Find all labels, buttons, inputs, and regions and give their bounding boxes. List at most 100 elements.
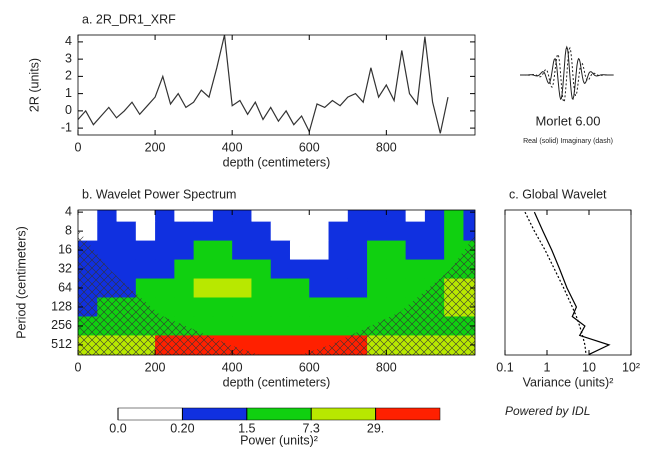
plot-frame — [77, 209, 476, 356]
power-cell — [174, 240, 195, 261]
x-tick-label: 0 — [75, 360, 82, 374]
power-cell — [309, 210, 330, 223]
power-cell — [347, 297, 368, 317]
power-cell — [405, 240, 426, 261]
power-cell — [155, 210, 175, 223]
y-tick-label: 4 — [65, 204, 72, 218]
cone-of-influence — [78, 230, 475, 355]
power-cell — [97, 240, 118, 261]
power-cell — [193, 259, 214, 280]
power-cell — [135, 240, 156, 261]
power-cell — [232, 259, 252, 280]
power-cell — [174, 210, 195, 223]
power-cell — [232, 278, 252, 298]
series-line — [524, 211, 587, 355]
x-tick-label: 200 — [145, 360, 166, 374]
power-cell — [289, 210, 310, 223]
power-cell — [405, 210, 426, 223]
power-cell — [174, 297, 195, 317]
chart-title: c. Global Wavelet — [509, 187, 607, 201]
power-cell — [270, 240, 291, 261]
power-cell — [367, 259, 387, 280]
power-cell — [289, 259, 310, 280]
morlet-title: Morlet 6.00 — [535, 113, 600, 128]
power-cell — [347, 259, 368, 280]
colorbar-segment — [375, 407, 441, 421]
power-cell — [78, 210, 98, 223]
x-tick-label: 1 — [544, 360, 551, 374]
power-cell — [444, 210, 464, 223]
power-cell — [174, 259, 195, 280]
power-cell — [155, 297, 175, 317]
power-cell — [328, 240, 349, 261]
power-cell — [135, 278, 156, 298]
power-cell — [232, 210, 252, 223]
plot-frame — [77, 34, 476, 136]
power-cell — [386, 221, 407, 242]
power-cell — [193, 210, 214, 223]
power-cell — [270, 278, 291, 298]
power-cell — [155, 259, 175, 280]
power-cell — [155, 278, 175, 298]
power-cell — [347, 240, 368, 261]
power-cell — [328, 210, 349, 223]
power-cell — [309, 297, 330, 317]
power-cell — [232, 297, 252, 317]
power-cell — [424, 210, 445, 223]
y-tick-label: -1 — [61, 120, 72, 134]
power-cell — [135, 210, 156, 223]
power-cell — [212, 221, 233, 242]
power-cell — [116, 240, 137, 261]
power-cell — [347, 221, 368, 242]
power-cell — [212, 316, 233, 336]
x-tick-label: 400 — [222, 140, 243, 154]
power-cell — [251, 335, 272, 355]
power-cell — [212, 259, 233, 280]
power-cell — [444, 240, 464, 261]
y-tick-label: 256 — [51, 318, 72, 332]
power-cell — [270, 259, 291, 280]
power-cell — [309, 278, 330, 298]
power-cell — [309, 316, 330, 336]
power-cell — [328, 278, 349, 298]
y-tick-label: 2 — [65, 69, 72, 83]
colorbar-label: 7.3 — [303, 421, 320, 435]
power-cell — [424, 240, 445, 261]
power-cell — [367, 297, 387, 317]
power-cell — [135, 221, 156, 242]
power-cell — [328, 259, 349, 280]
x-axis-label: depth (centimeters) — [223, 375, 331, 389]
y-tick-label: 4 — [65, 34, 72, 48]
power-cell — [97, 221, 118, 242]
x-tick-label: 0 — [75, 140, 82, 154]
y-tick-label: 32 — [58, 261, 72, 275]
x-tick-label: 10² — [622, 360, 640, 374]
power-cell — [251, 240, 272, 261]
power-cell — [405, 221, 426, 242]
morlet-legend: Real (solid) Imaginary (dash) — [523, 138, 613, 145]
power-cell — [367, 210, 387, 223]
power-cell — [251, 221, 272, 242]
colorbar-label: 0.0 — [109, 421, 126, 435]
power-cell — [212, 297, 233, 317]
x-tick-label: 200 — [145, 140, 166, 154]
power-cell — [463, 221, 475, 242]
morlet-real — [520, 45, 614, 101]
y-tick-label: 512 — [51, 337, 72, 351]
power-cell — [424, 259, 445, 280]
power-cell — [289, 316, 310, 336]
y-axis-label: Period (centimeters) — [14, 226, 28, 339]
power-cell — [193, 297, 214, 317]
power-cell — [193, 221, 214, 242]
chart-title: a. 2R_DR1_XRF — [82, 12, 176, 26]
power-cell — [405, 259, 426, 280]
power-cell — [232, 240, 252, 261]
power-cell — [251, 210, 272, 223]
colorbar-label: 29. — [367, 421, 384, 435]
power-cell — [97, 210, 118, 223]
power-cell — [367, 278, 387, 298]
power-cell — [270, 221, 291, 242]
power-cell — [193, 240, 214, 261]
power-cell — [251, 278, 272, 298]
